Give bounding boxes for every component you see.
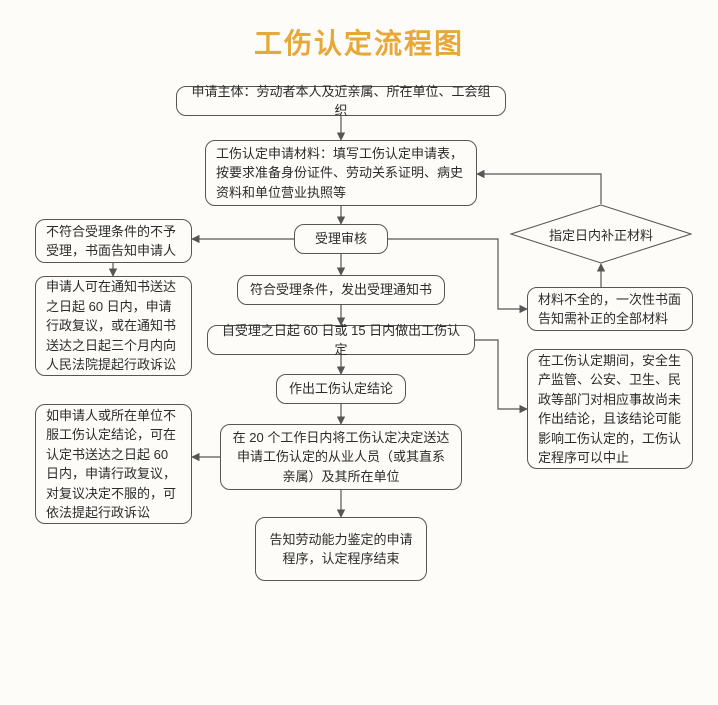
node-end: 告知劳动能力鉴定的申请程序，认定程序结束: [255, 517, 427, 581]
edge-d1-n2: [477, 174, 601, 204]
node-supplement-decision: 指定日内补正材料: [510, 204, 692, 264]
diamond-label: 指定日内补正材料: [549, 225, 653, 244]
chart-title: 工伤认定流程图: [209, 22, 509, 62]
node-accept-notice: 符合受理条件，发出受理通知书: [237, 275, 445, 305]
edge-n7-n10: [475, 340, 527, 409]
node-reconsideration-1: 申请人可在通知书送达之日起 60 日内，申请行政复议，或在通知书送达之日起三个月…: [35, 276, 192, 376]
node-reconsideration-2: 如申请人或所在单位不服工伤认定结论，可在认定书送达之日起 60 日内，申请行政复…: [35, 404, 192, 524]
node-suspend: 在工伤认定期间，安全生产监管、公安、卫生、民政等部门对相应事故尚未作出结论，且该…: [527, 349, 693, 469]
node-review: 受理审核: [294, 224, 388, 254]
node-reject: 不符合受理条件的不予受理，书面告知申请人: [35, 219, 192, 263]
flowchart-canvas: 工伤认定流程图 申请主体：劳动者本人及近亲属、所在单位、工会组织 工伤认定申请材…: [0, 0, 718, 705]
node-materials: 工伤认定申请材料：填写工伤认定申请表，按要求准备身份证件、劳动关系证明、病史资料…: [205, 140, 477, 206]
node-incomplete: 材料不全的，一次性书面告知需补正的全部材料: [527, 287, 693, 331]
node-conclusion: 作出工伤认定结论: [276, 374, 406, 404]
node-applicant: 申请主体：劳动者本人及近亲属、所在单位、工会组织: [176, 86, 506, 116]
node-deadline: 自受理之日起 60 日或 15 日内做出工伤认定: [207, 325, 475, 355]
node-deliver: 在 20 个工作日内将工伤认定决定送达申请工伤认定的从业人员（或其直系亲属）及其…: [220, 424, 462, 490]
